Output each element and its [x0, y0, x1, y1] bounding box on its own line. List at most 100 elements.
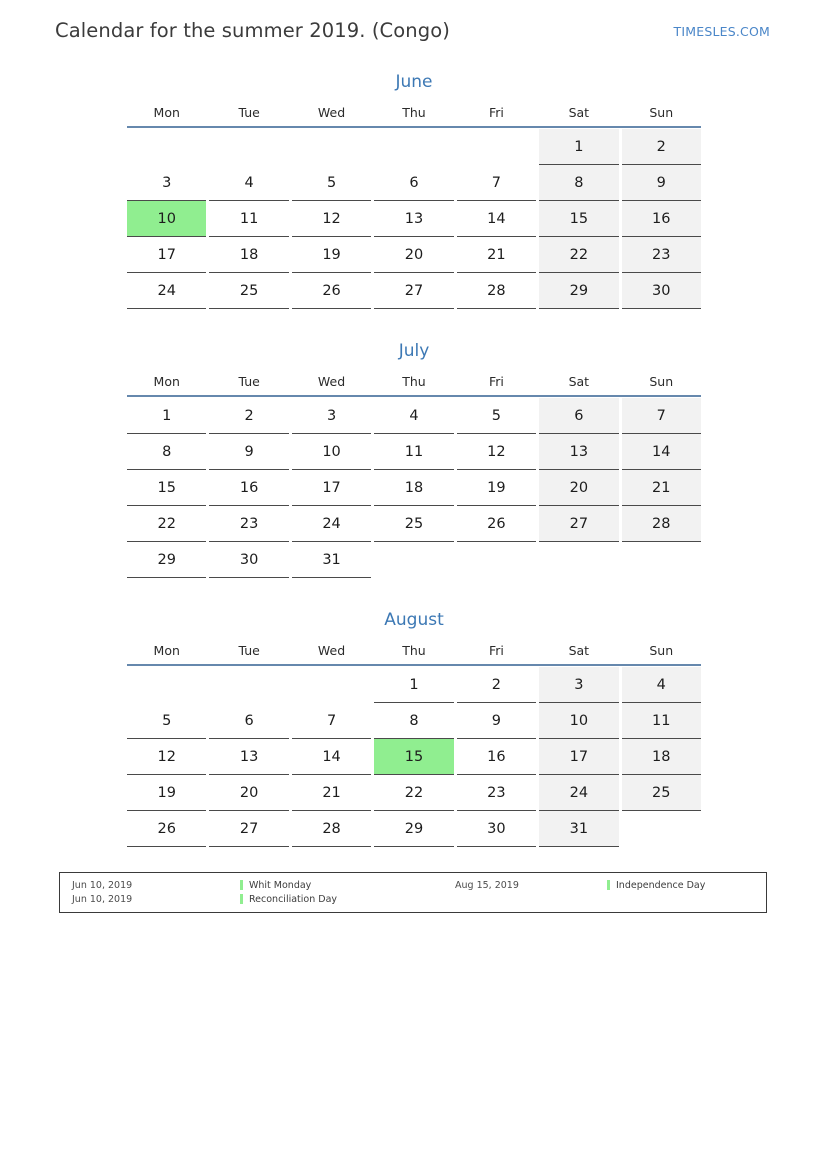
day-cell[interactable]: 21 — [456, 237, 537, 273]
day-cell[interactable]: 13 — [539, 434, 619, 470]
day-cell[interactable]: 14 — [621, 434, 701, 470]
day-cell[interactable]: 13 — [209, 739, 289, 775]
day-cell-holiday[interactable]: 10 — [127, 201, 207, 237]
day-cell-holiday[interactable]: 15 — [374, 739, 454, 775]
day-cell[interactable]: 12 — [127, 739, 207, 775]
day-cell[interactable]: 23 — [456, 775, 537, 811]
day-cell[interactable]: 27 — [374, 273, 454, 309]
day-cell[interactable]: 2 — [456, 667, 537, 703]
day-cell-empty — [291, 667, 372, 703]
day-cell[interactable]: 30 — [209, 542, 289, 578]
day-cell[interactable]: 4 — [621, 667, 701, 703]
legend-date: Aug 15, 2019 — [455, 879, 519, 891]
day-cell[interactable]: 16 — [621, 201, 701, 237]
day-cell[interactable]: 11 — [374, 434, 454, 470]
day-cell[interactable]: 17 — [127, 237, 207, 273]
day-cell[interactable]: 28 — [456, 273, 537, 309]
day-cell[interactable]: 23 — [621, 237, 701, 273]
day-cell[interactable]: 14 — [291, 739, 372, 775]
day-cell[interactable]: 6 — [539, 398, 619, 434]
day-cell[interactable]: 24 — [539, 775, 619, 811]
day-cell[interactable]: 27 — [209, 811, 289, 847]
brand-logo[interactable]: TIMESLES.COM — [673, 24, 770, 39]
day-cell[interactable]: 7 — [621, 398, 701, 434]
day-cell[interactable]: 4 — [209, 165, 289, 201]
weekday-header-row: Mon Tue Wed Thu Fri Sat Sun — [127, 638, 701, 663]
day-cell[interactable]: 12 — [456, 434, 537, 470]
day-cell[interactable]: 22 — [539, 237, 619, 273]
day-cell[interactable]: 18 — [374, 470, 454, 506]
calendar-table: Mon Tue Wed Thu Fri Sat Sun 1 2 3 4 5 6 7 8 9 10 11 12 13 14… — [124, 100, 704, 309]
day-cell[interactable]: 7 — [291, 703, 372, 739]
day-cell[interactable]: 11 — [621, 703, 701, 739]
day-cell[interactable]: 15 — [127, 470, 207, 506]
day-cell[interactable]: 6 — [374, 165, 454, 201]
day-cell[interactable]: 9 — [456, 703, 537, 739]
day-cell[interactable]: 31 — [539, 811, 619, 847]
day-cell[interactable]: 2 — [621, 129, 701, 165]
day-cell[interactable]: 24 — [291, 506, 372, 542]
day-cell[interactable]: 5 — [456, 398, 537, 434]
day-cell[interactable]: 8 — [127, 434, 207, 470]
day-cell[interactable]: 8 — [539, 165, 619, 201]
day-cell[interactable]: 11 — [209, 201, 289, 237]
day-cell[interactable]: 19 — [456, 470, 537, 506]
day-cell[interactable]: 2 — [209, 398, 289, 434]
day-cell[interactable]: 28 — [621, 506, 701, 542]
day-cell[interactable]: 18 — [209, 237, 289, 273]
day-cell[interactable]: 25 — [621, 775, 701, 811]
day-cell[interactable]: 21 — [621, 470, 701, 506]
day-cell[interactable]: 27 — [539, 506, 619, 542]
day-cell[interactable]: 22 — [127, 506, 207, 542]
day-cell[interactable]: 24 — [127, 273, 207, 309]
day-cell[interactable]: 29 — [127, 542, 207, 578]
day-cell[interactable]: 30 — [621, 273, 701, 309]
day-cell[interactable]: 31 — [291, 542, 372, 578]
day-cell[interactable]: 30 — [456, 811, 537, 847]
day-cell[interactable]: 28 — [291, 811, 372, 847]
day-cell[interactable]: 22 — [374, 775, 454, 811]
day-cell[interactable]: 13 — [374, 201, 454, 237]
day-cell[interactable]: 10 — [291, 434, 372, 470]
day-cell[interactable]: 25 — [209, 273, 289, 309]
day-cell[interactable]: 1 — [127, 398, 207, 434]
day-cell[interactable]: 16 — [456, 739, 537, 775]
day-cell-empty — [539, 542, 619, 578]
day-cell[interactable]: 10 — [539, 703, 619, 739]
day-cell[interactable]: 5 — [127, 703, 207, 739]
day-cell[interactable]: 12 — [291, 201, 372, 237]
day-cell[interactable]: 17 — [539, 739, 619, 775]
day-cell[interactable]: 19 — [127, 775, 207, 811]
day-cell[interactable]: 26 — [127, 811, 207, 847]
day-cell[interactable]: 17 — [291, 470, 372, 506]
day-cell[interactable]: 20 — [374, 237, 454, 273]
day-cell[interactable]: 7 — [456, 165, 537, 201]
day-cell[interactable]: 18 — [621, 739, 701, 775]
day-cell[interactable]: 21 — [291, 775, 372, 811]
day-cell[interactable]: 8 — [374, 703, 454, 739]
day-cell[interactable]: 3 — [539, 667, 619, 703]
weekday-header-thu: Thu — [402, 643, 426, 658]
day-cell[interactable]: 29 — [539, 273, 619, 309]
day-cell[interactable]: 16 — [209, 470, 289, 506]
day-cell[interactable]: 23 — [209, 506, 289, 542]
day-cell[interactable]: 26 — [291, 273, 372, 309]
day-cell[interactable]: 6 — [209, 703, 289, 739]
day-cell[interactable]: 14 — [456, 201, 537, 237]
day-cell[interactable]: 9 — [209, 434, 289, 470]
day-cell[interactable]: 29 — [374, 811, 454, 847]
day-cell[interactable]: 15 — [539, 201, 619, 237]
day-cell[interactable]: 25 — [374, 506, 454, 542]
day-cell[interactable]: 5 — [291, 165, 372, 201]
day-cell[interactable]: 9 — [621, 165, 701, 201]
day-cell[interactable]: 19 — [291, 237, 372, 273]
holiday-color-swatch-icon — [607, 880, 610, 890]
day-cell[interactable]: 1 — [539, 129, 619, 165]
day-cell[interactable]: 3 — [291, 398, 372, 434]
day-cell[interactable]: 3 — [127, 165, 207, 201]
day-cell[interactable]: 4 — [374, 398, 454, 434]
day-cell[interactable]: 1 — [374, 667, 454, 703]
day-cell[interactable]: 20 — [209, 775, 289, 811]
day-cell[interactable]: 26 — [456, 506, 537, 542]
day-cell[interactable]: 20 — [539, 470, 619, 506]
